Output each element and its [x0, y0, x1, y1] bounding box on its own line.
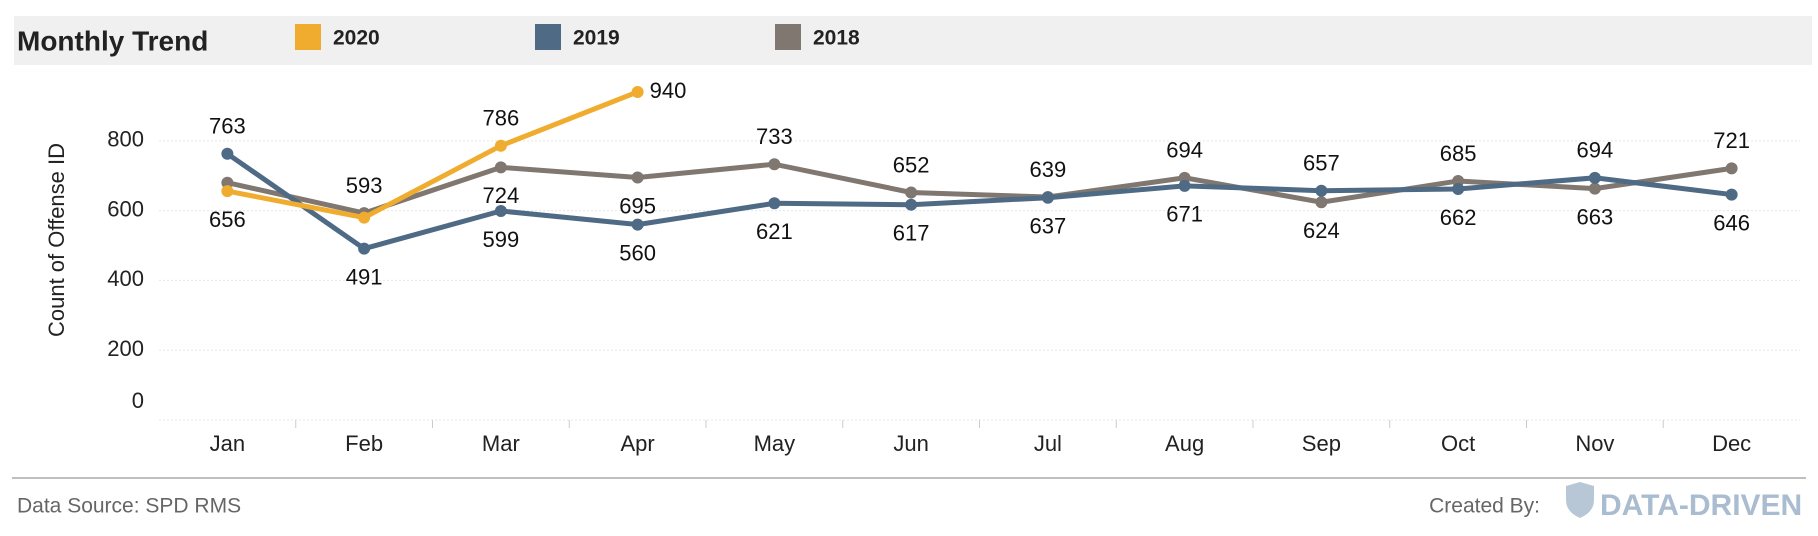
data-label: 694	[1166, 138, 1203, 163]
logo: DATA-DRIVEN	[1600, 489, 1802, 522]
x-tick-label: Dec	[1712, 431, 1751, 456]
point	[1178, 179, 1191, 192]
data-label: 685	[1440, 141, 1477, 166]
y-tick-label: 200	[107, 336, 144, 361]
point	[631, 85, 644, 98]
series-line	[226, 89, 639, 221]
y-tick-label: 0	[132, 388, 144, 413]
point	[1725, 188, 1738, 201]
data-label: 621	[756, 219, 793, 244]
point	[1588, 171, 1601, 184]
point	[905, 198, 918, 211]
data-label: 663	[1577, 204, 1614, 229]
point	[1452, 182, 1465, 195]
x-tick-label: Jun	[893, 431, 928, 456]
legend-label: 2020	[333, 27, 380, 50]
legend-label: 2019	[573, 27, 620, 50]
data-label: 724	[483, 183, 520, 208]
point	[1315, 196, 1328, 209]
point	[358, 242, 371, 255]
x-tick-label: Mar	[482, 431, 520, 456]
legend-swatch	[535, 24, 561, 50]
point	[768, 158, 781, 171]
point	[1588, 182, 1601, 195]
source: Data Source: SPD RMS	[17, 495, 241, 518]
point	[1041, 191, 1054, 204]
data-label: 639	[1030, 157, 1067, 182]
x-tick-label: Feb	[345, 431, 383, 456]
data-label: 560	[619, 240, 656, 265]
point	[494, 161, 507, 174]
x-tick-label: Jan	[210, 431, 245, 456]
legend-swatch	[775, 24, 801, 50]
data-label: 786	[483, 106, 520, 131]
data-label: 694	[1577, 138, 1614, 163]
point	[631, 171, 644, 184]
data-label: 671	[1166, 202, 1203, 227]
legend-label: 2018	[813, 27, 860, 50]
point	[358, 211, 371, 224]
data-label: 593	[346, 173, 383, 198]
data-label: 491	[346, 264, 383, 289]
x-tick-label: May	[754, 431, 796, 456]
x-tick-label: Apr	[621, 431, 655, 456]
legend-swatch	[295, 24, 321, 50]
data-label: 646	[1713, 210, 1750, 235]
data-label: 599	[483, 227, 520, 252]
x-tick-label: Oct	[1441, 431, 1475, 456]
x-tick-label: Sep	[1302, 431, 1341, 456]
point	[1315, 184, 1328, 197]
logo-badge	[1566, 482, 1594, 518]
point	[221, 185, 234, 198]
data-label: 657	[1303, 151, 1340, 176]
header-band	[14, 16, 1812, 65]
point	[494, 139, 507, 152]
point	[494, 204, 507, 217]
x-tick-label: Aug	[1165, 431, 1204, 456]
data-label: 662	[1440, 205, 1477, 230]
series-line	[226, 161, 1732, 216]
y-tick-label: 800	[107, 127, 144, 152]
data-label: 733	[756, 124, 793, 149]
data-label: 624	[1303, 218, 1340, 243]
credit: Created By:	[1429, 495, 1540, 518]
x-tick-label: Jul	[1034, 431, 1062, 456]
point	[905, 186, 918, 199]
y-axis-title: Count of Offense ID	[44, 143, 69, 337]
data-label: 721	[1713, 128, 1750, 153]
y-tick-label: 400	[107, 266, 144, 291]
point	[768, 197, 781, 210]
data-label: 695	[619, 193, 656, 218]
point	[1725, 162, 1738, 175]
data-label: 652	[893, 152, 930, 177]
data-label: 940	[650, 78, 687, 103]
chart-title: Monthly Trend	[17, 25, 208, 56]
data-label: 656	[209, 207, 246, 232]
y-tick-label: 600	[107, 196, 144, 221]
data-label: 617	[893, 221, 930, 246]
data-label: 637	[1030, 214, 1067, 239]
x-tick-label: Nov	[1575, 431, 1614, 456]
point	[631, 218, 644, 231]
series-line	[225, 151, 1732, 252]
point	[221, 147, 234, 160]
point	[221, 176, 234, 189]
data-label: 763	[209, 114, 246, 139]
